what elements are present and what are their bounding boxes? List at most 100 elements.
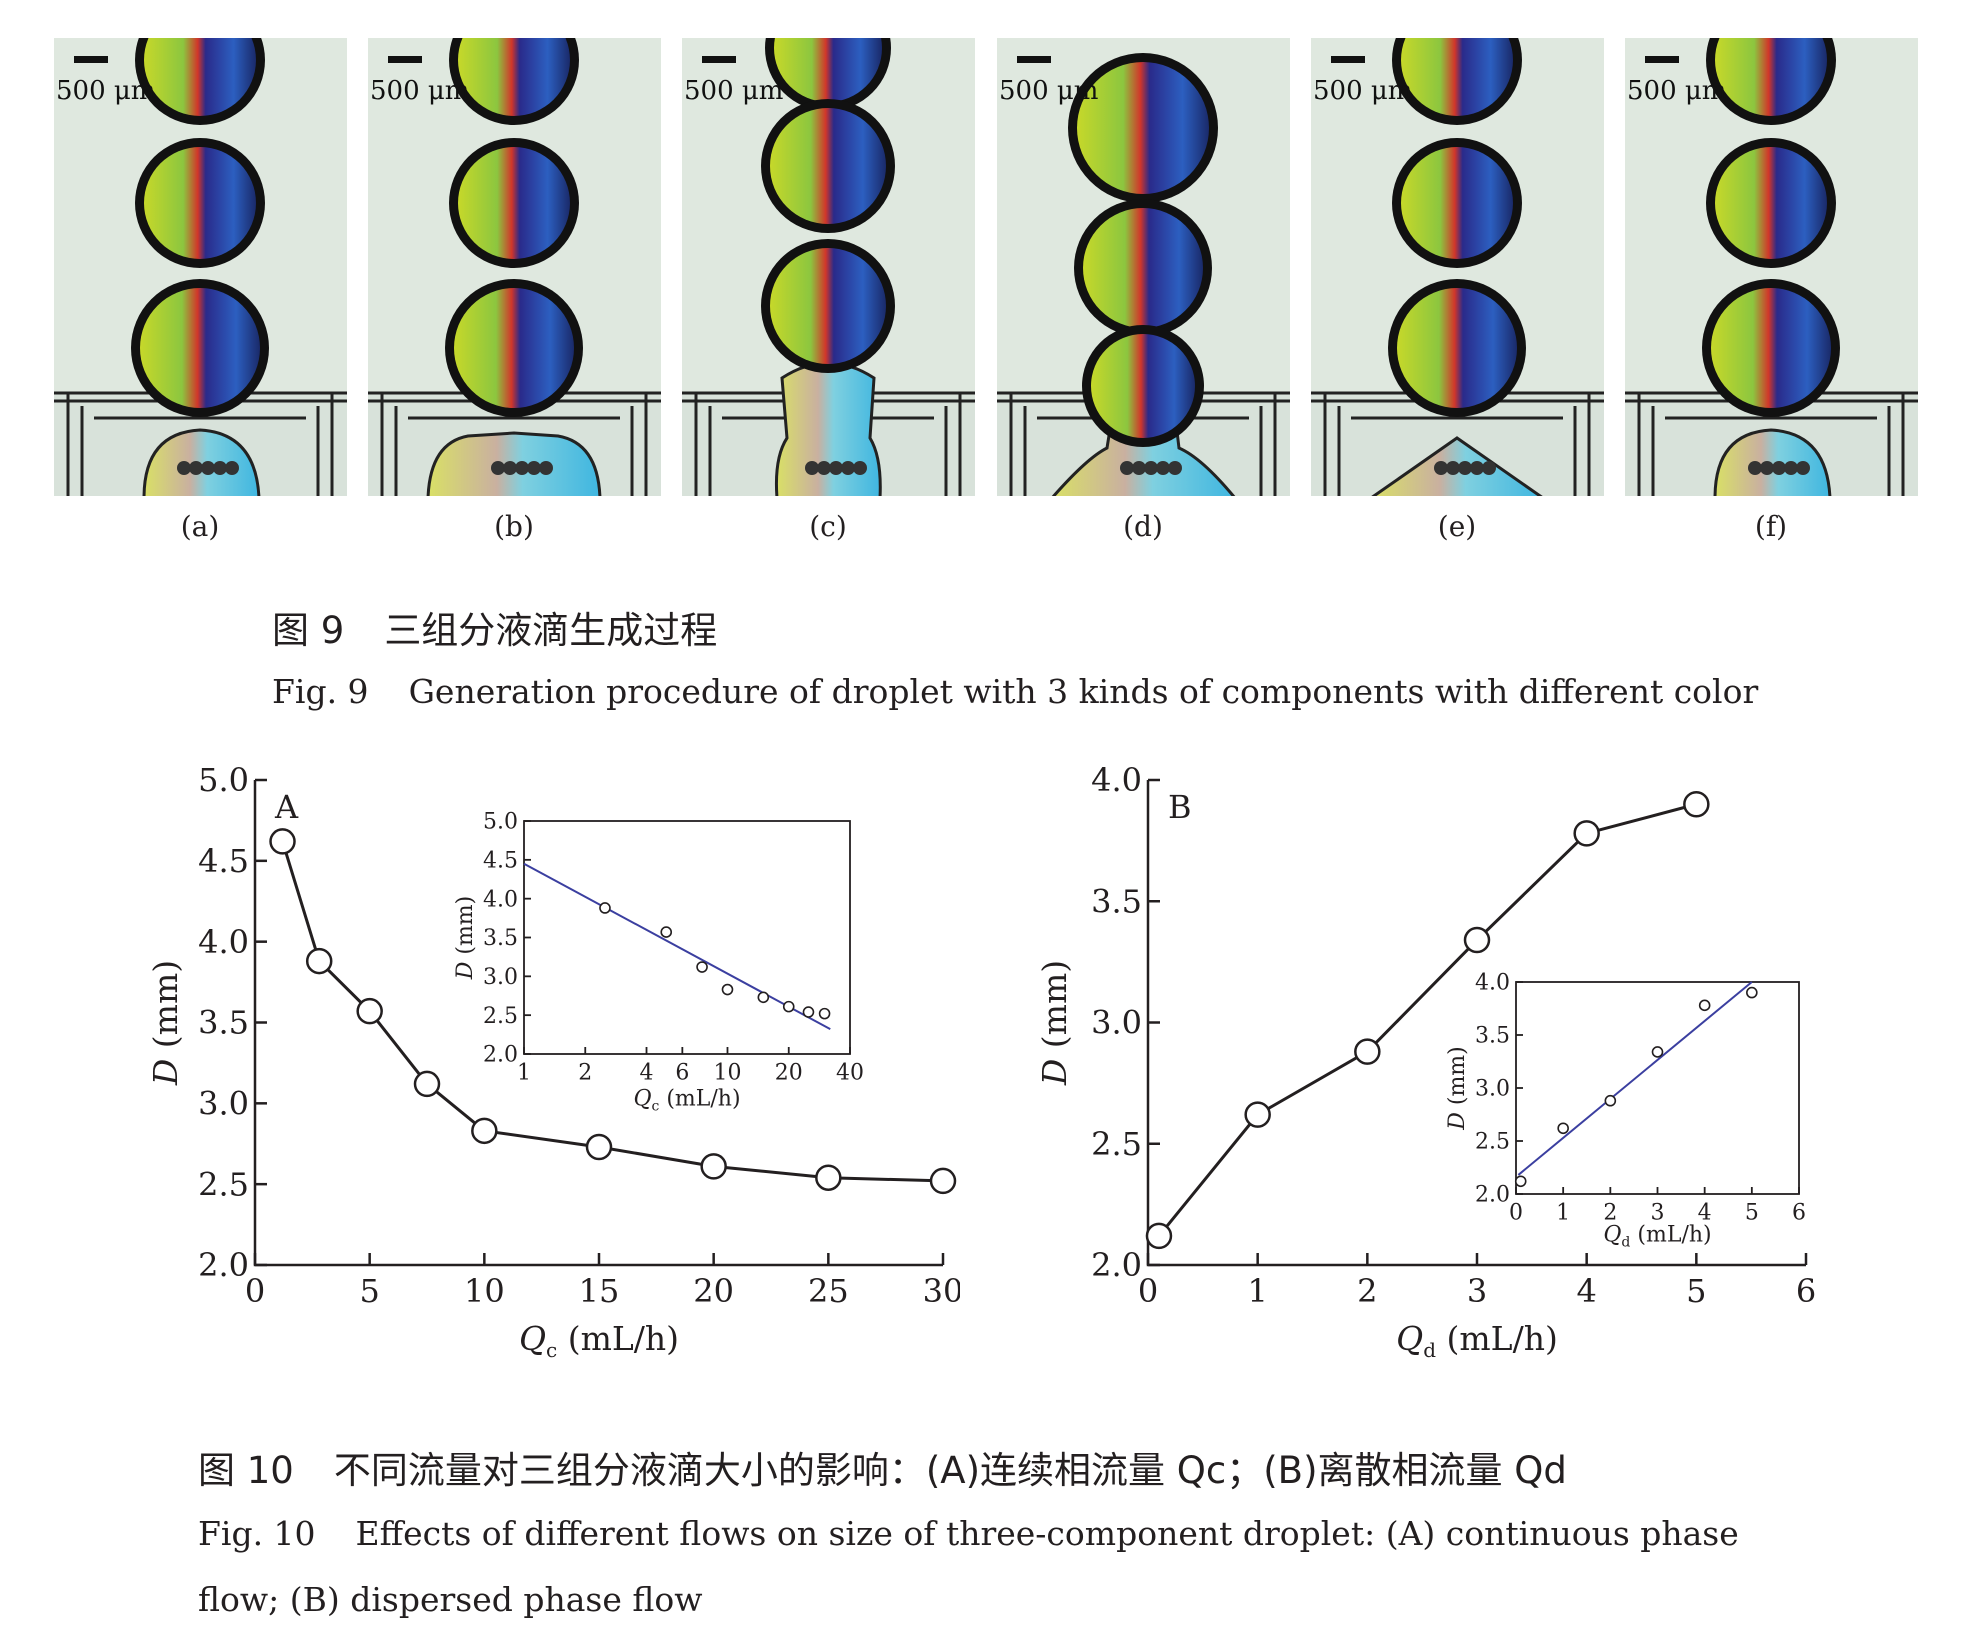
x-axis-label: Qc (mL/h) — [519, 1319, 679, 1362]
panel-label: (a) — [180, 510, 220, 543]
x-tick-label: 0 — [1138, 1272, 1158, 1310]
data-point — [1244, 1101, 1271, 1128]
y-tick-label: 2.5 — [1091, 1125, 1142, 1163]
scale-bar-label: 500 μm — [370, 76, 470, 106]
y-tick-label: 5.0 — [483, 810, 518, 835]
data-point — [700, 1153, 727, 1180]
x-axis-label: Qd (mL/h) — [1396, 1319, 1558, 1362]
x-tick-label: 2 — [1357, 1272, 1377, 1310]
scale-bar — [388, 56, 422, 63]
inset-frame — [1515, 981, 1800, 1195]
fig10-caption-en-number: Fig. 10 — [198, 1514, 316, 1553]
fig10-caption-en-cont: flow; (B) dispersed phase flow — [198, 1580, 702, 1619]
x-tick-label: 3 — [1651, 1200, 1665, 1225]
y-axis-label: D (mm) — [453, 896, 478, 981]
data-point — [1463, 926, 1491, 954]
droplet-photo — [54, 38, 347, 496]
data-point — [599, 902, 611, 914]
panel-label: (e) — [1437, 510, 1477, 543]
droplet-photo-panel: 500 μm — [54, 38, 347, 496]
x-tick-label: 1 — [1556, 1200, 1570, 1225]
inset-frame — [523, 820, 851, 1055]
x-tick-label: 5 — [359, 1272, 379, 1310]
fig10-caption-en-line1: Effects of different flows on size of th… — [355, 1514, 1739, 1553]
x-tick-label: 0 — [245, 1272, 265, 1310]
x-tick-label: 15 — [579, 1272, 620, 1310]
data-point — [721, 983, 734, 996]
x-tick-label: 0 — [1509, 1200, 1523, 1225]
fig10-caption-cn-text: 不同流量对三组分液滴大小的影响：(A)连续相流量 Qc；(B)离散相流量 Qd — [333, 1449, 1567, 1492]
scale-bar — [74, 56, 108, 63]
fig10-caption-cn: 图 10 不同流量对三组分液滴大小的影响：(A)连续相流量 Qc；(B)离散相流量… — [198, 1440, 1567, 1494]
data-point — [757, 991, 770, 1004]
y-axis-label: D (mm) — [1035, 960, 1074, 1086]
x-tick-label: 4 — [1698, 1200, 1712, 1225]
x-tick-label: 5 — [1686, 1272, 1706, 1310]
x-axis-label: Qc (mL/h) — [633, 1086, 740, 1114]
y-axis-label: D (mm) — [146, 960, 185, 1086]
x-tick-label: 10 — [464, 1272, 505, 1310]
fig10-caption-cn-number: 图 10 — [198, 1449, 294, 1492]
data-point — [696, 961, 708, 973]
y-tick-label: 3.0 — [198, 1085, 249, 1123]
chart-b: 2.0 2.5 3.0 3.5 4.0 0 1 2 3 4 5 6 Qd (mL/h) D (mm) B 2.… — [1035, 761, 1816, 1362]
data-point — [1683, 791, 1710, 818]
data-point — [818, 1007, 831, 1020]
y-tick-label: 3.0 — [1091, 1004, 1142, 1042]
x-tick-label: 2 — [578, 1060, 592, 1085]
data-point — [782, 1000, 795, 1013]
scale-bar — [1331, 56, 1365, 63]
data-point — [1145, 1222, 1173, 1250]
y-axis-label: D (mm) — [1445, 1046, 1470, 1131]
scale-bar-label: 500 μm — [1313, 76, 1413, 106]
data-point — [356, 997, 383, 1025]
y-tick-label: 3.5 — [1475, 1024, 1510, 1049]
y-tick-label: 4.0 — [1475, 971, 1510, 996]
data-point — [413, 1070, 441, 1098]
y-tick-label: 2.0 — [1091, 1246, 1142, 1284]
y-tick-label: 4.0 — [483, 887, 518, 912]
fig9-caption-en-number: Fig. 9 — [272, 672, 369, 711]
data-point — [1746, 986, 1758, 999]
droplet-photo-panel: 500 μm — [997, 38, 1290, 496]
x-tick-label: 4 — [640, 1060, 654, 1085]
droplet-photo-panel: 500 μm — [368, 38, 661, 496]
data-point — [1698, 999, 1711, 1012]
y-tick-label: 5.0 — [198, 761, 249, 799]
data-point — [585, 1133, 613, 1161]
y-tick-label: 2.5 — [198, 1165, 249, 1203]
data-point — [269, 828, 296, 855]
fig9-caption-cn-number: 图 9 — [272, 609, 345, 652]
x-tick-label: 1 — [1247, 1272, 1267, 1310]
chart-a: 2.0 2.5 3.0 3.5 4.0 4.5 5.0 0 5 10 15 20 25 30 Qc (mL/… — [146, 761, 960, 1362]
y-tick-label: 3.5 — [1091, 882, 1142, 920]
scale-bar-label: 500 μm — [56, 76, 156, 106]
x-tick-label: 40 — [836, 1060, 864, 1085]
x-tick-label: 2 — [1603, 1200, 1617, 1225]
data-point — [1354, 1038, 1381, 1065]
panel-label: (f) — [1754, 510, 1788, 543]
data-point — [305, 947, 333, 975]
x-tick-label: 3 — [1467, 1272, 1487, 1310]
x-tick-label: 25 — [808, 1272, 849, 1310]
y-tick-label: 2.5 — [1475, 1130, 1510, 1155]
data-point — [1557, 1122, 1569, 1135]
data-point — [1604, 1094, 1617, 1107]
y-tick-label: 3.5 — [483, 926, 518, 951]
y-tick-label: 4.0 — [1091, 761, 1142, 799]
y-tick-label: 2.0 — [1475, 1183, 1510, 1208]
scale-bar — [1645, 56, 1679, 63]
data-point — [802, 1006, 815, 1018]
y-tick-label: 4.0 — [198, 923, 249, 961]
data-point — [1651, 1046, 1664, 1058]
data-point — [815, 1164, 842, 1191]
x-tick-label: 10 — [713, 1060, 741, 1085]
x-tick-label: 6 — [1796, 1272, 1816, 1310]
droplet-photo-panel: 500 μm — [682, 38, 975, 496]
scale-bar — [702, 56, 736, 63]
panel-label: B — [1168, 788, 1192, 826]
x-axis-label: Qd (mL/h) — [1603, 1222, 1711, 1250]
scale-bar — [1017, 56, 1051, 63]
y-tick-label: 3.0 — [483, 965, 518, 990]
data-point — [929, 1167, 957, 1195]
